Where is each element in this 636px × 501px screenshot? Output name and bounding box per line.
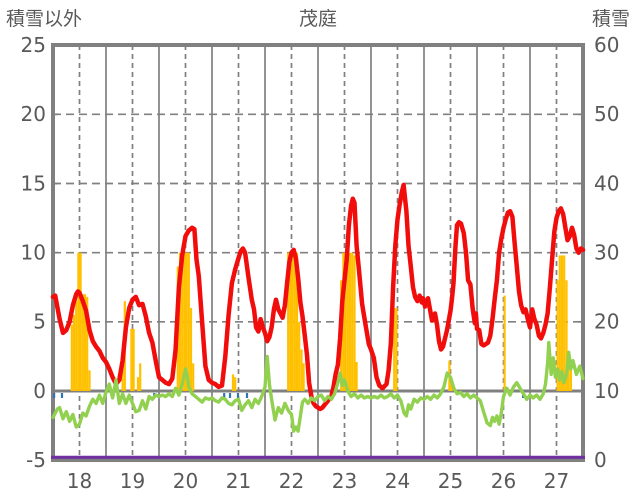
- x-axis-day-label: 24: [385, 469, 410, 493]
- x-axis-day-label: 25: [438, 469, 463, 493]
- sunshine-bar: [298, 321, 301, 391]
- sunshine-bar: [192, 363, 195, 391]
- left-axis-tick-label: 10: [21, 241, 46, 265]
- sunshine-bar: [293, 252, 296, 391]
- right-axis-tick-label: 40: [594, 171, 619, 195]
- sunshine-bar: [81, 294, 84, 391]
- sunshine-bar: [83, 294, 87, 391]
- sunshine-bar: [70, 324, 73, 391]
- sunshine-bar: [121, 366, 124, 391]
- sunshine-bar: [563, 255, 566, 391]
- blue-precip-tick: [245, 393, 249, 398]
- left-axis-tick-label: 25: [21, 33, 46, 57]
- sunshine-bar: [234, 377, 237, 391]
- blue-precip-tick: [223, 393, 226, 398]
- right-axis-tick-label: 0: [594, 448, 607, 472]
- sunshine-bar: [132, 328, 135, 391]
- sunshine-bar: [560, 255, 564, 391]
- sunshine-bar: [353, 255, 356, 391]
- blue-precip-tick: [60, 393, 64, 398]
- sunshine-bar: [130, 328, 133, 391]
- sunshine-bar: [342, 252, 345, 391]
- blue-precip-tick: [53, 393, 56, 398]
- sunshine-bar: [136, 377, 140, 391]
- sunshine-bar: [187, 252, 190, 391]
- sunshine-bar: [346, 252, 349, 391]
- red-data-line: [50, 182, 586, 412]
- sunshine-bar: [189, 308, 193, 391]
- sunshine-bar: [565, 280, 568, 391]
- sunshine-bar: [79, 252, 82, 391]
- sunshine-bar: [231, 374, 235, 391]
- x-axis-day-label: 26: [491, 469, 516, 493]
- left-axis-tick-label: 15: [21, 171, 46, 195]
- x-axis-day-label: 20: [173, 469, 198, 493]
- chart-title: 茂庭: [298, 8, 337, 30]
- sunshine-bar: [556, 280, 559, 391]
- sunshine-bar: [72, 314, 76, 391]
- right-axis-tick-label: 30: [594, 241, 619, 265]
- x-axis-day-label: 19: [120, 469, 145, 493]
- sunshine-bar: [302, 363, 305, 391]
- sunshine-bar: [567, 356, 570, 391]
- left-axis-tick-label: 5: [33, 310, 46, 334]
- sunshine-bar: [139, 363, 142, 391]
- blue-precip-tick: [228, 393, 232, 398]
- right-axis-tick-label: 50: [594, 102, 619, 126]
- right-axis-tick-label: 10: [594, 379, 619, 403]
- x-axis-day-label: 22: [279, 469, 304, 493]
- sunshine-bar: [86, 296, 89, 391]
- x-axis-day-label: 27: [544, 469, 569, 493]
- right-axis-title: 積雪: [591, 8, 630, 30]
- sunshine-bar: [178, 252, 182, 391]
- sunshine-bar: [558, 255, 561, 391]
- x-axis-day-label: 21: [226, 469, 251, 493]
- left-axis-title: 積雪以外: [6, 8, 83, 30]
- sunshine-bar: [355, 362, 358, 391]
- sunshine-bar: [393, 308, 396, 391]
- sunshine-bar: [88, 370, 91, 391]
- sunshine-bar: [348, 252, 352, 391]
- sunshine-bar: [181, 252, 184, 391]
- sunshine-bar: [300, 349, 303, 391]
- green-data-line: [51, 340, 585, 433]
- right-axis-tick-label: 20: [594, 310, 619, 334]
- sunshine-bar: [344, 252, 347, 391]
- sunshine-bar: [75, 301, 78, 391]
- sunshine-bar: [291, 252, 294, 391]
- x-axis-day-label: 18: [67, 469, 92, 493]
- sunshine-bar: [351, 252, 354, 391]
- sunshine-bar: [287, 252, 290, 391]
- sunshine-bar: [295, 252, 299, 391]
- blue-precip-tick: [236, 393, 240, 398]
- sunshine-bar: [395, 308, 398, 391]
- sunshine-bar: [183, 252, 186, 391]
- left-axis-tick-label: 0: [33, 379, 46, 403]
- sunshine-bar: [503, 295, 506, 391]
- sunshine-bar: [77, 252, 80, 391]
- x-axis-day-label: 23: [332, 469, 357, 493]
- left-axis-tick-label: 20: [21, 102, 46, 126]
- left-axis-tick-label: -5: [26, 448, 46, 472]
- right-axis-tick-label: 60: [594, 33, 619, 57]
- sunshine-bar: [569, 360, 573, 391]
- sunshine-bar: [289, 252, 292, 391]
- sunshine-bar: [185, 252, 188, 391]
